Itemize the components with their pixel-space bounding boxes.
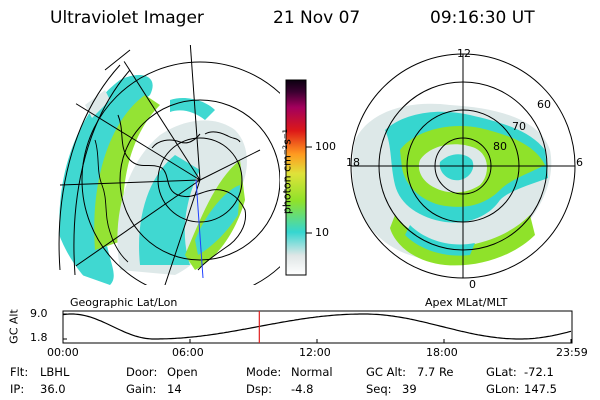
date-label: 21 Nov 07 [273,8,361,28]
door-value: Open [167,365,198,379]
flt-label: Flt: [10,365,29,379]
instrument-title: Ultraviolet Imager [50,8,204,28]
dsp-value: -4.8 [291,382,314,396]
time-label: 09:16:30 UT [430,8,535,28]
gain-label: Gain: [126,382,157,396]
gcalt-label: GC Alt: [366,365,407,379]
altitude-xtick-2359: 23:59 [556,346,588,359]
altitude-xtick-0000: 00:00 [47,346,79,359]
colorbar [285,79,312,276]
ip-label: IP: [10,382,25,396]
mlt-label-12: 12 [457,47,471,60]
right-aurora-emission [352,103,552,266]
mlt-label-18: 18 [346,156,360,169]
lat-label-70: 70 [512,120,526,133]
glat-label: GLat: [486,365,517,379]
mode-label: Mode: [246,365,282,379]
altitude-plot [62,310,573,344]
altitude-xtick-1800: 18:00 [426,346,458,359]
altitude-xtick-0600: 06:00 [172,346,204,359]
lat-label-60: 60 [537,98,551,111]
glat-value: -72.1 [524,365,554,379]
left-aurora-emission [59,75,247,285]
lat-label-80: 80 [493,140,507,153]
altitude-xtick-1200: 12:00 [299,346,331,359]
geographic-caption: Geographic Lat/Lon [70,296,178,309]
dsp-label: Dsp: [246,382,273,396]
gcalt-value: 7.7 Re [417,365,454,379]
left-lat-circles [50,45,280,285]
gain-value: 14 [167,382,182,396]
ip-value: 36.0 [40,382,66,396]
geographic-map [50,45,280,285]
left-meridians [59,45,261,285]
altitude-ylabel: GC Alt [7,309,21,344]
colorbar-tick-100: 100 [315,140,336,153]
altitude-ytick-low: 1.8 [30,331,48,344]
mlt-label-6: 6 [576,156,583,169]
mlt-label-0: 0 [469,278,476,291]
flt-value: LBHL [40,365,70,379]
right-outer-circle [350,53,576,279]
altitude-ytick-high: 9.0 [30,307,48,320]
apex-caption: Apex MLat/MLT [425,296,508,309]
colorbar-unit-label: photon cm⁻²s⁻¹ [280,128,294,215]
ground-track [195,179,204,279]
apex-map [350,53,576,279]
seq-value: 39 [402,382,417,396]
door-label: Door: [126,365,158,379]
colorbar-tick-10: 10 [315,226,329,239]
glon-label: GLon: [486,382,520,396]
glon-value: 147.5 [524,382,557,396]
seq-label: Seq: [366,382,392,396]
mode-value: Normal [291,365,333,379]
